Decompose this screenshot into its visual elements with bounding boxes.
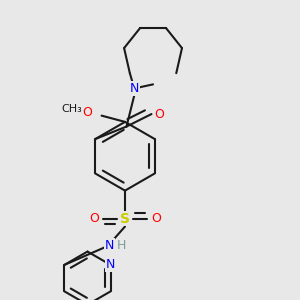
Text: N: N — [106, 258, 115, 271]
Text: H: H — [117, 239, 127, 252]
Text: O: O — [89, 212, 99, 225]
Text: N: N — [130, 82, 139, 95]
Text: CH₃: CH₃ — [61, 104, 82, 114]
Text: S: S — [120, 212, 130, 226]
Text: O: O — [151, 212, 161, 225]
Text: O: O — [154, 108, 164, 121]
Text: N: N — [105, 239, 114, 252]
Text: O: O — [82, 106, 92, 119]
